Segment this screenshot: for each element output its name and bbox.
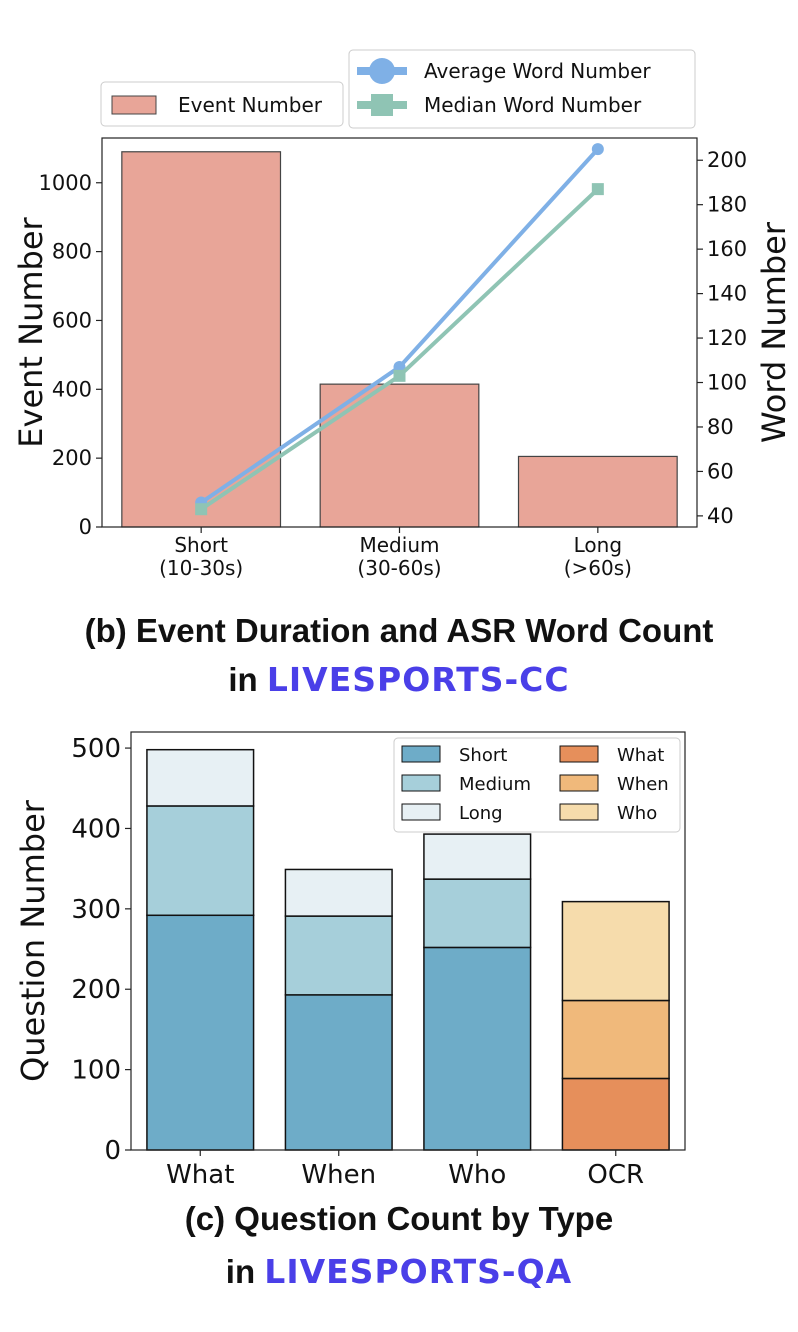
average-word-point-2 [591,143,604,156]
legend-average-label: Average Word Number [424,59,651,83]
legend-swatch-4 [559,774,599,792]
y-tick-label: 400 [71,814,121,844]
legend-median-marker [371,94,393,116]
event-bar-2 [517,455,678,528]
y2-tick-label: 200 [707,148,747,172]
y-tick-label: 0 [79,515,92,539]
caption-b-prefix: in [228,661,258,698]
y2-tick-label: 140 [707,282,747,306]
x-tick-label: (10-30s) [159,556,243,580]
x-tick-label: (30-60s) [357,556,441,580]
legend-label-4: When [617,774,669,795]
x-tick-label: OCR [587,1160,644,1190]
legend-swatch-0 [401,745,441,763]
y-tick-label: 200 [71,975,121,1005]
caption-c-subtitle: in LIVESPORTS-QA [0,1252,798,1291]
caption-b-title: (b) Event Duration and ASR Word Count [84,612,714,649]
legend-swatch-5 [559,803,599,821]
y2-tick-label: 100 [707,371,747,395]
y-axis-label: Event Number [12,216,50,447]
median-word-point-1 [393,369,406,382]
x-tick-label: Medium [360,533,440,557]
y-axis-label: Question Number [14,799,52,1082]
bar-segment-when-long [284,868,393,917]
x-tick-label: Long [574,533,622,557]
x-tick-label: Who [448,1160,506,1190]
event-duration-chart: 0 200 400 600 800 1000 40 60 80 100 120 140 160 180 20… [12,49,793,580]
legend-swatch-3 [559,745,599,763]
y2-tick-label: 160 [707,237,747,261]
y2-axis-label: Word Number [755,221,793,443]
bar-segment-who-long [423,833,532,880]
legend-event-swatch [111,95,157,115]
y-tick-label: 1000 [39,171,92,195]
y2-tick-label: 40 [707,504,734,528]
bar-segment-ocr-what [561,1077,670,1151]
y-tick-label: 800 [52,240,92,264]
y2-tick-label: 80 [707,415,734,439]
legend-swatch-1 [401,774,441,792]
legend-label-2: Long [459,803,503,824]
plot-frame [130,731,686,1151]
event-bar-1 [319,383,480,528]
y2-tick-label: 60 [707,459,734,483]
median-word-point-0 [195,503,208,516]
median-word-point-2 [591,183,604,196]
legend-label-0: Short [459,745,507,766]
legend-label-1: Medium [459,774,531,795]
y-tick-label: 400 [52,377,92,401]
x-tick-label: What [166,1160,234,1190]
caption-c-title: (c) Question Count by Type [184,1200,614,1237]
legend-left-box [100,81,344,127]
caption-c-brand: LIVESPORTS-QA [264,1252,573,1291]
legend-event-label: Event Number [178,93,323,117]
x-tick-label: Short [174,533,228,557]
y-tick-label: 500 [71,734,121,764]
question-count-chart: 0 100 200 300 400 500 What When Who OCR Question N… [14,731,686,1190]
y2-tick-label: 120 [707,326,747,350]
bar-segment-what-medium [146,805,255,917]
y-tick-label: 100 [71,1056,121,1086]
x-tick-label: (>60s) [564,556,632,580]
bar-segment-who-short [423,946,532,1151]
caption-c-prefix: in [225,1253,256,1290]
legend-right-box [348,49,696,129]
y-tick-label: 0 [104,1136,121,1166]
legend-label-3: What [617,745,664,766]
legend-average-marker [369,58,395,84]
bar-segment-when-short [284,994,393,1151]
y-tick-label: 200 [52,446,92,470]
legend-median-label: Median Word Number [424,93,642,117]
legend-swatch-2 [401,803,441,821]
x-tick-label: When [301,1160,376,1190]
y2-tick-label: 180 [707,193,747,217]
y-tick-label: 600 [52,308,92,332]
bar-segment-ocr-who [561,900,670,1002]
caption-b-brand: LIVESPORTS-CC [266,660,570,699]
bar-segment-what-long [146,748,255,807]
caption-b-subtitle: in LIVESPORTS-CC [0,660,798,699]
legend-box [393,737,681,833]
bar-segment-who-medium [423,878,532,949]
bar-segment-ocr-when [561,999,670,1080]
bar-segment-what-short [146,914,255,1151]
legend-label-5: Who [617,803,657,824]
y-tick-label: 300 [71,895,121,925]
bar-segment-when-medium [284,915,393,996]
